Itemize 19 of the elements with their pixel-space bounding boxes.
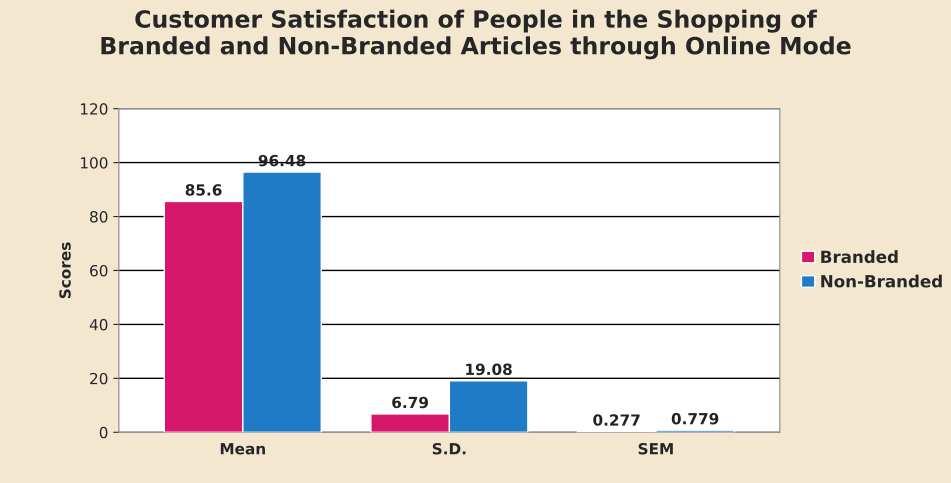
- x-tick-label: Mean: [220, 443, 265, 455]
- y-tick-label: 20: [90, 372, 108, 384]
- y-tick-label: 80: [90, 211, 108, 223]
- y-tick-label: 120: [80, 103, 108, 115]
- y-tick-label: 40: [90, 318, 108, 330]
- data-label: 0.779: [672, 412, 718, 424]
- y-tick-label: 100: [80, 157, 108, 169]
- y-tick-label: 0: [100, 426, 108, 438]
- data-label: 0.277: [593, 414, 640, 426]
- y-tick-label: 60: [90, 264, 108, 276]
- x-tick-label: S.D.: [432, 442, 466, 455]
- legend-label: Non-Branded: [821, 274, 942, 288]
- data-label: 19.08: [466, 364, 512, 376]
- x-tick-label: SEM: [638, 442, 673, 455]
- data-label: 6.79: [392, 396, 428, 408]
- data-label: 85.6: [186, 184, 222, 196]
- legend-label: Branded: [821, 250, 898, 264]
- y-axis-title: Scores: [59, 242, 71, 298]
- chart-title: Customer Satisfaction of People in the Shopping of Branded and Non-Branded Articles through Online Mode: [101, 10, 851, 60]
